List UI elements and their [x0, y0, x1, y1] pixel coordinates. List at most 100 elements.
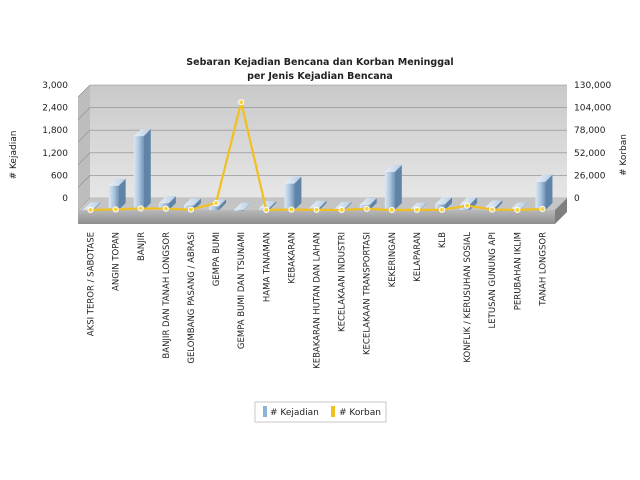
gridline-side	[77, 175, 91, 188]
korban-point	[464, 202, 471, 209]
y2-tick-label: 52,000	[574, 149, 606, 159]
bar-top	[510, 202, 528, 210]
bar-side	[369, 198, 377, 210]
y-tick-label: 3,000	[42, 81, 68, 91]
category-label: KECELAKAAN INDUSTRI	[338, 232, 348, 332]
category-label: KEBAKARAN	[287, 232, 297, 284]
bar-side	[344, 201, 352, 210]
gridline-side	[77, 152, 91, 166]
bar-top	[108, 178, 126, 186]
bar-side	[419, 202, 427, 210]
category-label: GEMPA BUMI	[212, 232, 222, 286]
bar-top	[535, 174, 553, 182]
y2-tick-label: 0	[574, 194, 580, 204]
chart-title: Sebaran Kejadian Bencana dan Korban Meni…	[186, 57, 453, 68]
y2-tick-label: 104,000	[574, 104, 611, 114]
y2-tick-label: 26,000	[574, 171, 606, 181]
gridlines	[77, 84, 567, 211]
plot-side-wall	[78, 85, 90, 210]
bar-side	[319, 200, 327, 210]
chart-subtitle: per Jenis Kejadian Bencana	[247, 71, 393, 82]
line-series	[87, 99, 546, 214]
bar-top	[234, 202, 252, 210]
bar-side	[495, 200, 503, 210]
korban-point	[363, 205, 370, 212]
bar	[384, 171, 395, 210]
legend-box	[254, 401, 387, 423]
gridline-side	[77, 129, 91, 143]
korban-point	[288, 206, 295, 213]
bar-side	[545, 174, 553, 210]
bar	[535, 181, 546, 210]
bar-top	[384, 164, 402, 172]
floor-front	[78, 210, 555, 224]
category-label: KLB	[438, 232, 448, 248]
korban-point	[438, 206, 446, 213]
y-axis-label: # Kejadian	[9, 131, 19, 180]
bar-top	[460, 197, 478, 205]
y-tick-label: 1,200	[42, 149, 68, 159]
bar-side	[394, 164, 402, 210]
korban-point	[489, 206, 496, 213]
y-tick-label: 2,400	[42, 104, 68, 114]
bar-top	[158, 196, 176, 204]
bar-top	[284, 176, 302, 184]
category-label: GELOMBANG PASANG / ABRASI	[187, 232, 197, 364]
legend-swatch-kejadian	[263, 406, 267, 417]
category-label: HAMA TANAMAN	[262, 232, 272, 302]
korban-point	[187, 206, 195, 213]
legend-label-kejadian: # Kejadian	[270, 408, 319, 418]
y-tick-label: 600	[51, 171, 68, 181]
bar-top	[485, 200, 503, 208]
korban-point	[514, 206, 521, 214]
category-label: PERUBAHAN IKLIM	[513, 232, 523, 310]
y-tick-label: 1,800	[42, 126, 68, 136]
bar-series	[83, 129, 553, 211]
bar-top	[83, 202, 101, 210]
bar-side	[219, 199, 227, 210]
korban-point	[238, 99, 245, 106]
category-label: KECELAKAAN TRANSPORTASI	[363, 232, 373, 355]
korban-point	[338, 206, 345, 214]
korban-point	[313, 206, 320, 213]
korban-point	[112, 206, 119, 213]
korban-point	[263, 206, 270, 214]
bar	[234, 209, 245, 211]
korban-point	[413, 206, 421, 213]
gridline-side	[77, 84, 91, 98]
korban-point	[162, 205, 169, 212]
bar-top	[259, 201, 277, 209]
plot-background	[78, 85, 567, 210]
bar-top	[334, 201, 352, 209]
category-label: GEMPA BUMI DAN TSUNAMI	[237, 232, 247, 349]
left-axis-ticks: 0 600 1,200 1,800 2,400 3,000	[42, 81, 68, 204]
y2-tick-label: 130,000	[574, 81, 611, 91]
category-label: AKSI TEROR / SABOTASE	[87, 232, 97, 336]
bar-top	[409, 202, 427, 210]
korban-point	[137, 205, 144, 212]
korban-point	[87, 206, 94, 214]
bar	[435, 204, 446, 210]
bar-side	[168, 196, 176, 210]
korban-point	[212, 199, 220, 207]
category-label: TANAH LONGSOR	[538, 232, 548, 307]
gridline-side	[77, 107, 91, 120]
bar	[209, 206, 220, 210]
y2-tick-label: 78,000	[574, 126, 606, 136]
bar-side	[93, 202, 101, 210]
plot-back-wall	[90, 85, 567, 198]
category-label: BANJIR	[137, 232, 147, 261]
bar-side	[193, 198, 201, 210]
category-label: KELAPARAN	[413, 232, 423, 282]
bar-top	[183, 198, 201, 206]
bar-side	[520, 202, 528, 210]
bar-top	[309, 200, 327, 208]
right-axis-ticks: 0 26,000 52,000 78,000 104,000 130,000	[574, 81, 611, 204]
category-label: BANJIR DAN TANAH LONGSOR	[162, 232, 172, 359]
category-label: ANGIN TOPAN	[112, 232, 122, 291]
bar	[108, 185, 119, 210]
floor-side	[555, 198, 567, 224]
bar-side	[269, 201, 277, 210]
category-label: KEKERINGAN	[388, 232, 398, 287]
